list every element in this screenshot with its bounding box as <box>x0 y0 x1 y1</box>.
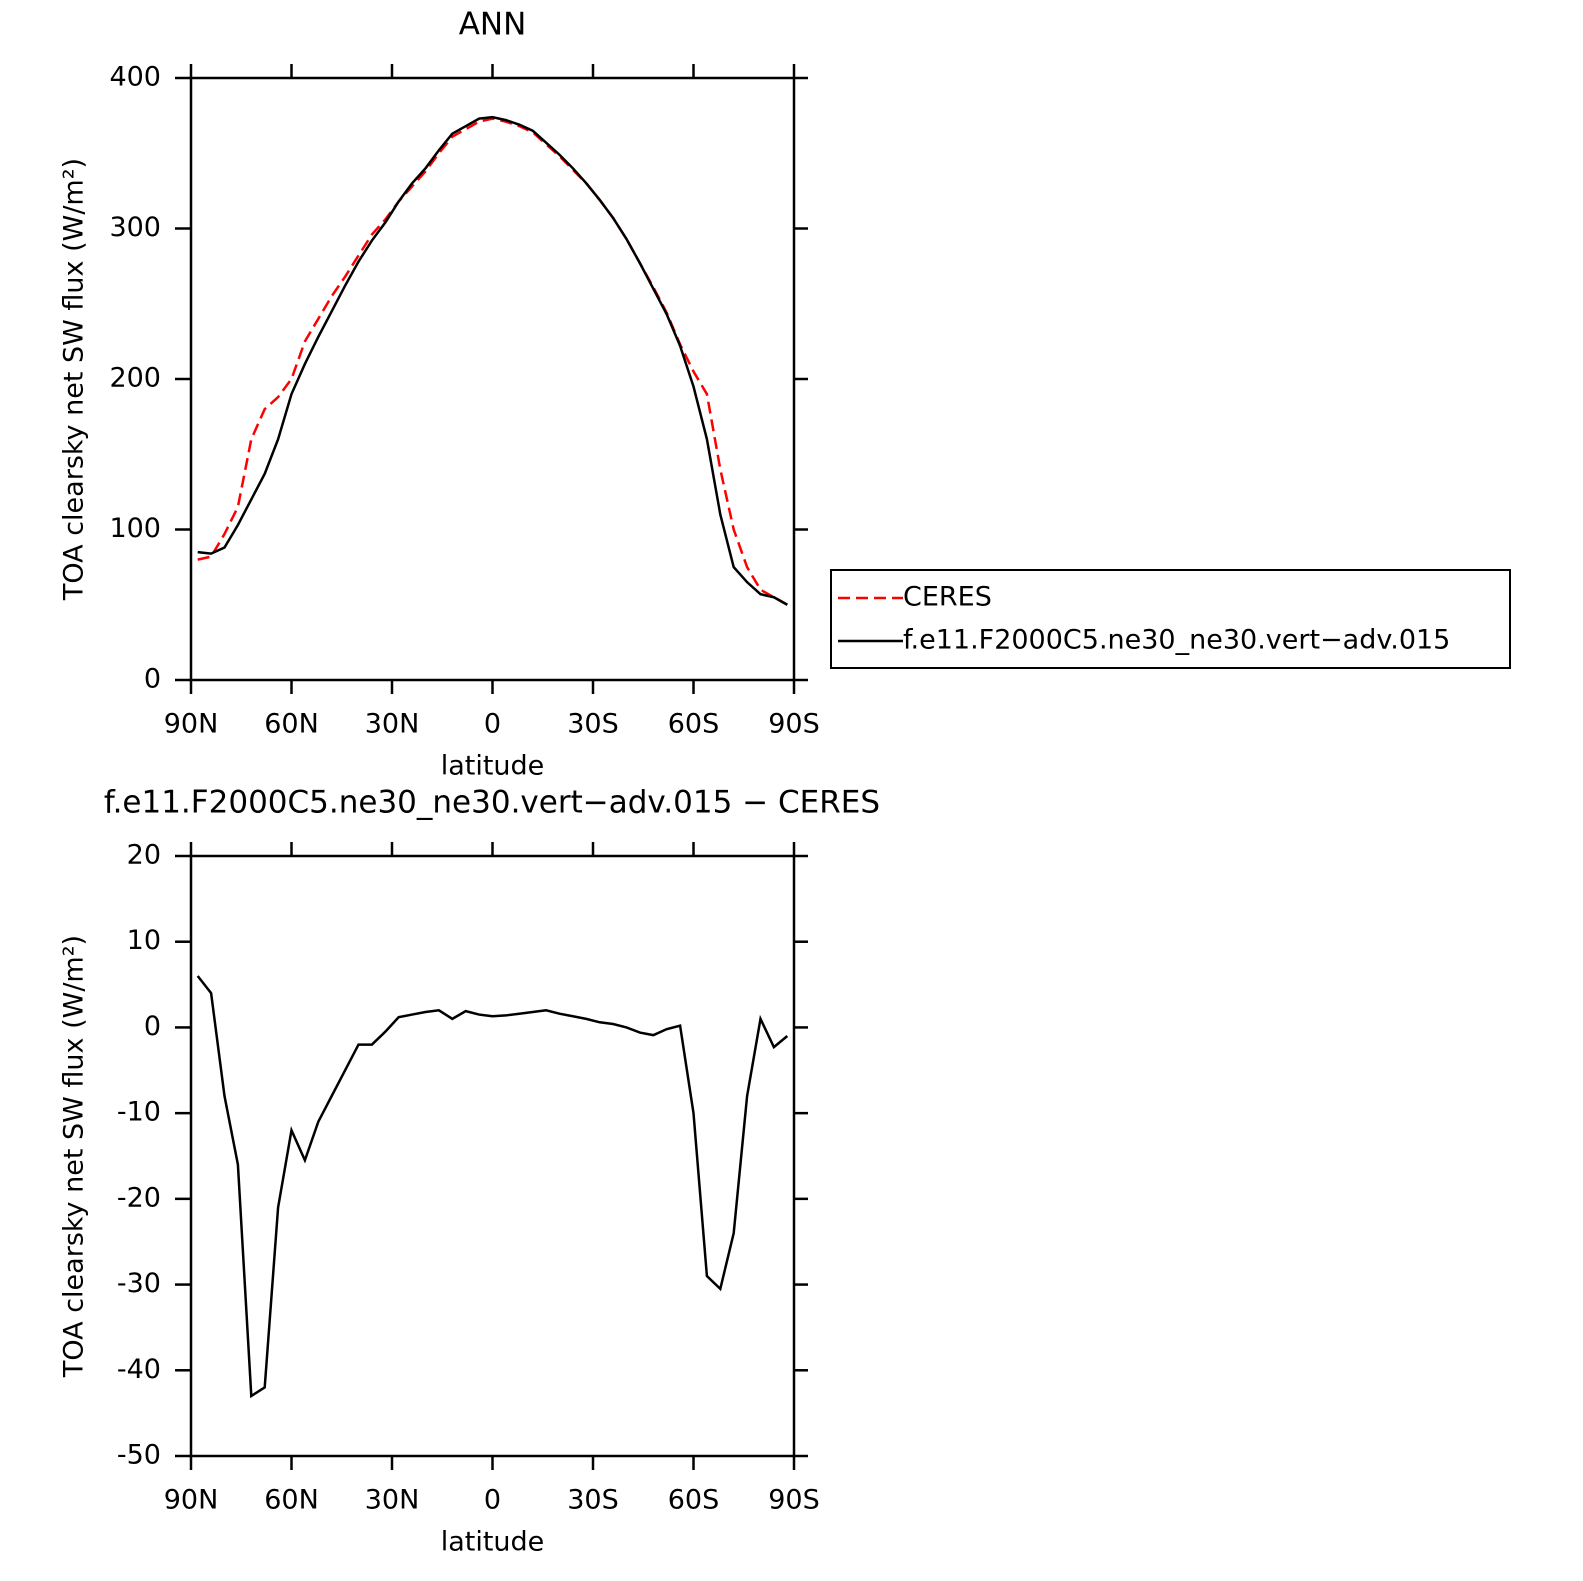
x-tick-label: 30S <box>567 1485 619 1516</box>
data-line <box>196 975 789 1399</box>
x-tick-label: 30N <box>365 1485 420 1516</box>
x-tick-label: 0 <box>484 709 501 740</box>
x-tick-label: 90N <box>164 1485 219 1516</box>
x-tick-label: 90N <box>164 709 219 740</box>
y-tick-label: -20 <box>117 1182 161 1213</box>
chart-title: ANN <box>459 7 527 43</box>
x-tick-label: 60N <box>264 1485 319 1516</box>
x-tick-label: 90S <box>768 1485 820 1516</box>
data-line <box>197 115 788 606</box>
x-tick-label: 60S <box>668 709 720 740</box>
legend-box <box>830 569 1511 669</box>
x-tick-label: 0 <box>484 1485 501 1516</box>
y-tick-label: 200 <box>109 363 161 394</box>
y-axis-label: TOA clearsky net SW flux (W/m²) <box>59 935 90 1378</box>
y-tick-label: 100 <box>109 513 161 544</box>
plot-frame <box>189 854 796 1458</box>
y-tick-label: -40 <box>117 1354 161 1385</box>
y-axis-label: TOA clearsky net SW flux (W/m²) <box>59 158 90 601</box>
plot-frame <box>189 76 796 682</box>
x-tick-label: 60S <box>668 1485 720 1516</box>
y-tick-label: -30 <box>117 1268 161 1299</box>
x-tick-label: 60N <box>264 709 319 740</box>
x-tick-label: 30N <box>365 709 420 740</box>
legend-label: f.e11.F2000C5.ne30_ne30.vert−adv.015 <box>903 625 1450 656</box>
y-tick-label: 300 <box>109 212 161 243</box>
x-tick-label: 30S <box>567 709 619 740</box>
legend-label: CERES <box>903 582 992 613</box>
chart-title: f.e11.F2000C5.ne30_ne30.vert−adv.015 − C… <box>104 785 880 821</box>
data-line <box>197 117 788 606</box>
x-tick-label: 90S <box>768 709 820 740</box>
y-tick-label: 10 <box>127 925 161 956</box>
y-tick-label: 400 <box>109 62 161 93</box>
y-tick-label: 0 <box>144 1011 161 1042</box>
y-tick-label: 0 <box>144 664 161 695</box>
x-axis-label: latitude <box>441 1527 545 1558</box>
y-tick-label: -10 <box>117 1097 161 1128</box>
y-tick-label: -50 <box>117 1440 161 1471</box>
y-tick-label: 20 <box>127 840 161 871</box>
x-axis-label: latitude <box>441 751 545 782</box>
